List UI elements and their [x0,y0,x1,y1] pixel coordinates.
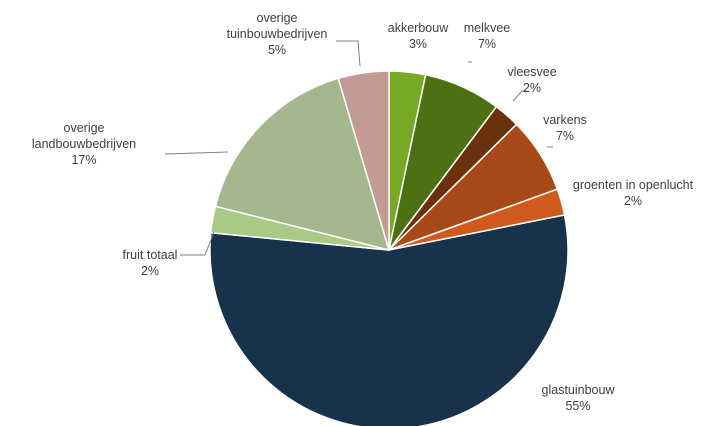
pie-slice [337,70,390,251]
slice-label-percent: 17% [71,153,96,167]
slice-label-percent: 2% [523,81,541,95]
slice-label: groenten in openlucht 2% [573,178,694,208]
slice-label-percent: 3% [409,37,427,51]
slice-label: vleesvee 2% [507,65,556,95]
slice-label: melkvee 7% [464,21,511,51]
leader-line [180,231,215,256]
slice-label-percent: 55% [565,399,590,413]
slice-label: fruit totaal 2% [123,248,178,278]
slice-label-percent: 7% [556,129,574,143]
slice-label-name: groenten in openlucht [573,178,694,192]
slice-label-name: overige [257,11,298,25]
slice-label: overige landbouwbedrijven 17% [32,121,136,167]
pie-slice [209,214,569,426]
slice-label-name: fruit totaal [123,248,178,262]
slice-label-percent: 2% [624,194,642,208]
slice-label: glastuinbouw 55% [542,383,616,413]
slice-label: overige tuinbouwbedrijven 5% [227,11,328,57]
leader-line [164,151,229,155]
slice-label-name: akkerbouw [388,21,449,35]
leader-line [512,90,527,102]
slice-label-name: glastuinbouw [542,383,616,397]
pie-slice [214,77,391,252]
slice-label-name: melkvee [464,21,511,35]
leader-line [336,40,361,67]
slice-label-name: overige [64,121,105,135]
slice-label-name: vleesvee [507,65,556,79]
slice-label-percent: 2% [141,264,159,278]
slice-label-percent: 5% [268,43,286,57]
slice-label-name: landbouwbedrijven [32,137,136,151]
slice-label: akkerbouw 3% [388,21,449,51]
slice-label-name: varkens [543,113,587,127]
slice-label-percent: 7% [478,37,496,51]
slice-label: varkens 7% [543,113,587,143]
slice-label-name: tuinbouwbedrijven [227,27,328,41]
